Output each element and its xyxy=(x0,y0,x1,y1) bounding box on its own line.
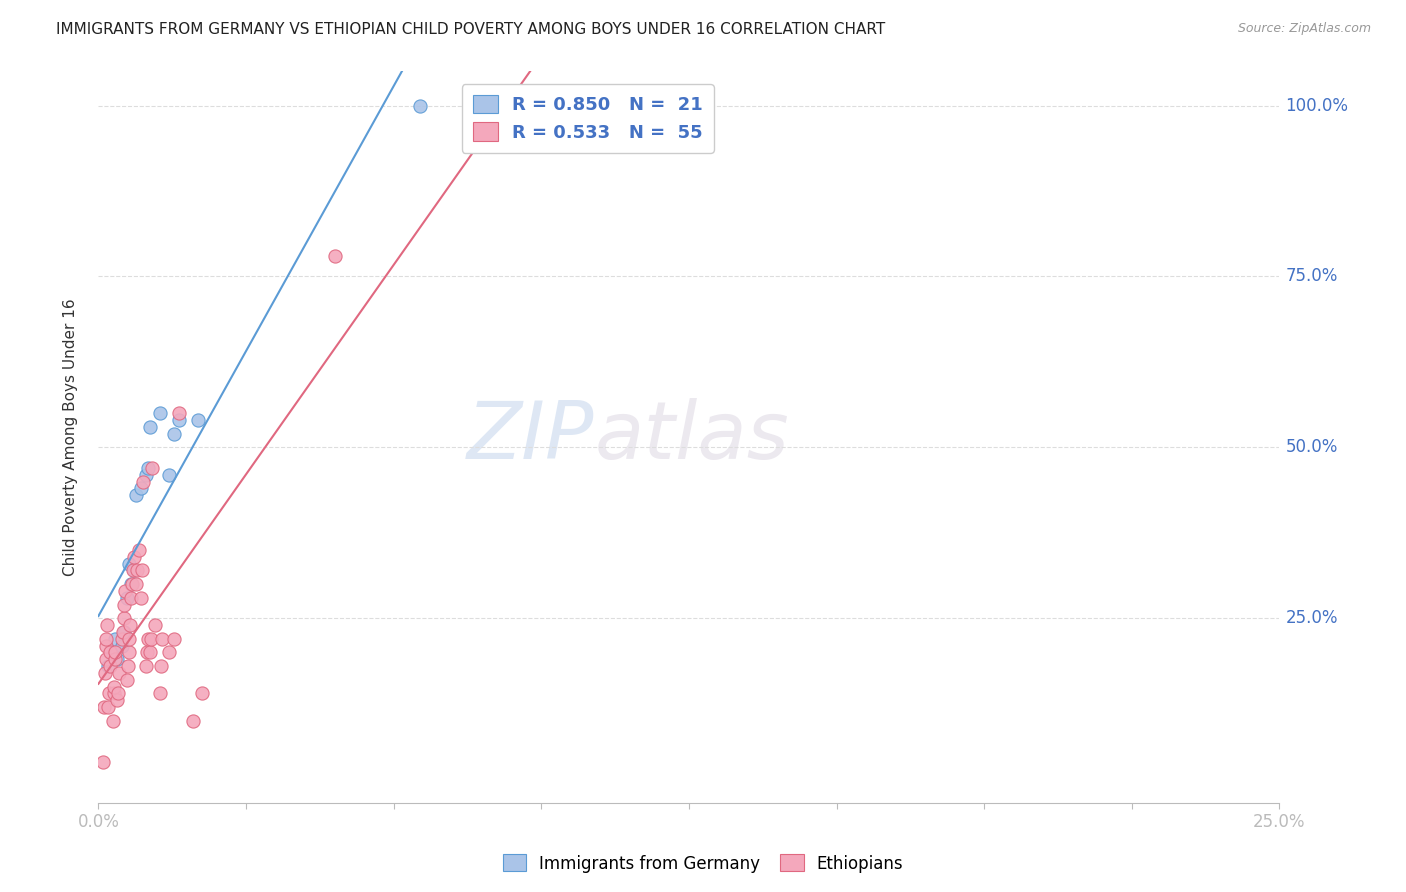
Point xyxy=(121,577,143,591)
Point xyxy=(94,639,117,653)
Point xyxy=(111,624,134,639)
Point xyxy=(115,673,138,687)
Point xyxy=(141,460,163,475)
Point xyxy=(96,632,118,646)
Point xyxy=(96,618,118,632)
Point xyxy=(118,618,141,632)
Text: 50.0%: 50.0% xyxy=(1285,438,1337,457)
Point xyxy=(114,583,136,598)
Point xyxy=(132,475,155,489)
Point xyxy=(408,98,430,112)
Point xyxy=(111,632,134,646)
Point xyxy=(91,755,114,769)
Point xyxy=(129,591,152,605)
Point xyxy=(112,624,135,639)
Point xyxy=(101,714,124,728)
Text: 75.0%: 75.0% xyxy=(1285,268,1337,285)
Point xyxy=(112,598,135,612)
Point xyxy=(128,542,150,557)
Point xyxy=(143,618,166,632)
Point xyxy=(122,563,145,577)
Point xyxy=(149,406,172,420)
Point xyxy=(98,659,121,673)
Point xyxy=(125,488,148,502)
Point xyxy=(129,481,152,495)
Point xyxy=(127,563,149,577)
Point xyxy=(136,460,159,475)
Point xyxy=(115,591,138,605)
Point xyxy=(94,652,117,666)
Point xyxy=(139,645,162,659)
Point xyxy=(167,406,190,420)
Point xyxy=(163,426,186,441)
Text: Source: ZipAtlas.com: Source: ZipAtlas.com xyxy=(1237,22,1371,36)
Point xyxy=(149,659,172,673)
Point xyxy=(149,686,172,700)
Point xyxy=(103,680,125,694)
Point xyxy=(139,420,162,434)
Text: IMMIGRANTS FROM GERMANY VS ETHIOPIAN CHILD POVERTY AMONG BOYS UNDER 16 CORRELATI: IMMIGRANTS FROM GERMANY VS ETHIOPIAN CHI… xyxy=(56,22,886,37)
Point xyxy=(101,645,124,659)
Point xyxy=(191,686,214,700)
Point xyxy=(181,714,204,728)
Point xyxy=(93,700,115,714)
Point xyxy=(136,632,159,646)
Point xyxy=(103,686,125,700)
Point xyxy=(111,639,134,653)
Point xyxy=(157,645,180,659)
Text: 100.0%: 100.0% xyxy=(1285,96,1348,114)
Point xyxy=(131,563,153,577)
Point xyxy=(97,659,120,673)
Point xyxy=(98,645,121,659)
Point xyxy=(150,632,173,646)
Legend: Immigrants from Germany, Ethiopians: Immigrants from Germany, Ethiopians xyxy=(496,847,910,880)
Point xyxy=(141,632,163,646)
Point xyxy=(107,686,129,700)
Point xyxy=(108,665,131,680)
Legend: R = 0.850   N =  21, R = 0.533   N =  55: R = 0.850 N = 21, R = 0.533 N = 55 xyxy=(461,84,714,153)
Point xyxy=(118,645,141,659)
Text: 25.0%: 25.0% xyxy=(1285,609,1339,627)
Point xyxy=(104,645,127,659)
Point xyxy=(104,632,127,646)
Point xyxy=(118,557,141,571)
Point xyxy=(163,632,186,646)
Point xyxy=(97,700,120,714)
Point xyxy=(122,563,145,577)
Point xyxy=(94,665,117,680)
Point xyxy=(135,659,157,673)
Point xyxy=(97,686,120,700)
Point xyxy=(104,652,127,666)
Point xyxy=(105,693,128,707)
Point xyxy=(112,611,135,625)
Point xyxy=(121,577,143,591)
Point xyxy=(121,591,143,605)
Point xyxy=(125,577,148,591)
Point xyxy=(118,632,141,646)
Point xyxy=(167,413,190,427)
Point xyxy=(187,413,209,427)
Point xyxy=(122,549,145,564)
Text: ZIP: ZIP xyxy=(467,398,595,476)
Point xyxy=(135,645,157,659)
Point xyxy=(117,659,139,673)
Point xyxy=(135,467,157,482)
Text: atlas: atlas xyxy=(595,398,789,476)
Point xyxy=(105,652,128,666)
Point xyxy=(323,249,346,263)
Point xyxy=(157,467,180,482)
Y-axis label: Child Poverty Among Boys Under 16: Child Poverty Among Boys Under 16 xyxy=(63,298,77,576)
